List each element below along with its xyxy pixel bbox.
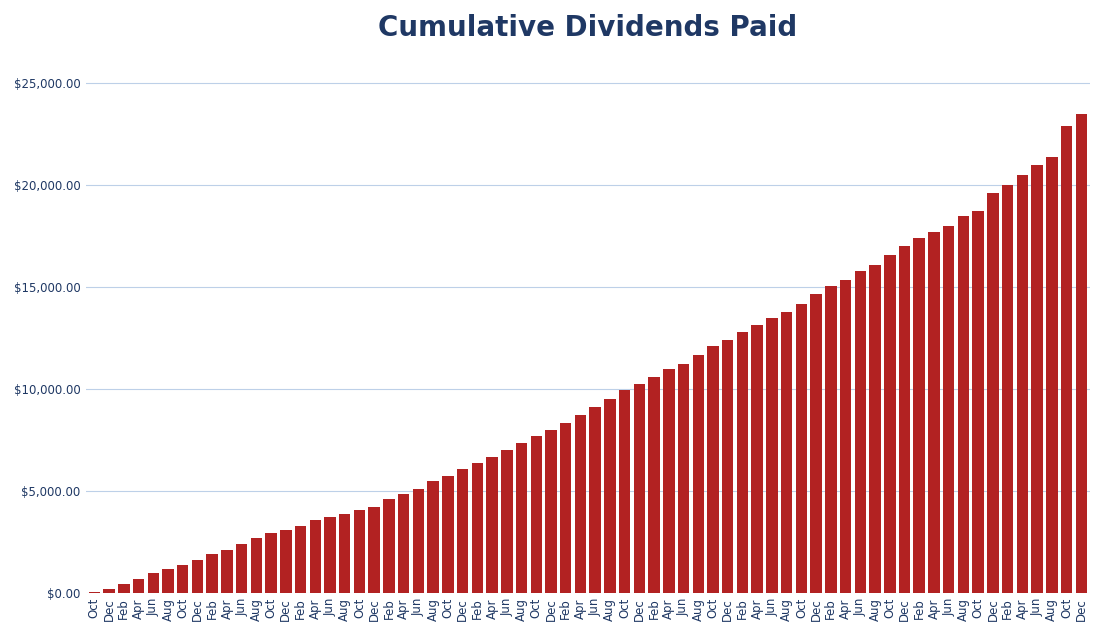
Bar bbox=[501, 450, 512, 593]
Bar bbox=[545, 430, 556, 593]
Bar bbox=[1061, 126, 1072, 593]
Bar bbox=[339, 514, 350, 593]
Bar bbox=[1001, 185, 1013, 593]
Bar bbox=[1017, 175, 1028, 593]
Bar bbox=[575, 415, 586, 593]
Bar bbox=[752, 325, 763, 593]
Bar bbox=[648, 377, 660, 593]
Bar bbox=[766, 318, 777, 593]
Bar bbox=[869, 265, 881, 593]
Bar bbox=[634, 384, 645, 593]
Bar bbox=[280, 530, 291, 593]
Bar bbox=[471, 463, 484, 593]
Bar bbox=[664, 369, 675, 593]
Bar bbox=[353, 510, 365, 593]
Bar bbox=[397, 494, 410, 593]
Bar bbox=[854, 271, 866, 593]
Bar bbox=[162, 569, 173, 593]
Bar bbox=[1047, 157, 1058, 593]
Bar bbox=[796, 304, 807, 593]
Bar bbox=[236, 544, 247, 593]
Bar bbox=[590, 406, 601, 593]
Bar bbox=[295, 526, 306, 593]
Bar bbox=[560, 423, 572, 593]
Bar bbox=[913, 238, 925, 593]
Bar bbox=[1031, 164, 1043, 593]
Bar bbox=[442, 476, 454, 593]
Bar bbox=[722, 340, 733, 593]
Bar bbox=[604, 399, 616, 593]
Bar bbox=[251, 538, 262, 593]
Bar bbox=[104, 589, 115, 593]
Bar bbox=[221, 551, 233, 593]
Bar bbox=[928, 232, 940, 593]
Bar bbox=[118, 584, 129, 593]
Bar bbox=[987, 193, 999, 593]
Bar bbox=[309, 520, 321, 593]
Bar bbox=[148, 573, 159, 593]
Bar bbox=[369, 507, 380, 593]
Bar bbox=[899, 246, 911, 593]
Bar bbox=[692, 354, 704, 593]
Bar bbox=[678, 364, 689, 593]
Bar bbox=[825, 286, 837, 593]
Bar bbox=[1075, 114, 1087, 593]
Bar bbox=[708, 346, 719, 593]
Bar bbox=[457, 469, 468, 593]
Bar bbox=[957, 216, 969, 593]
Bar bbox=[325, 517, 336, 593]
Bar bbox=[192, 559, 203, 593]
Bar bbox=[88, 592, 100, 593]
Bar bbox=[487, 457, 498, 593]
Bar bbox=[531, 436, 542, 593]
Bar bbox=[736, 332, 749, 593]
Bar bbox=[840, 280, 851, 593]
Bar bbox=[413, 489, 424, 593]
Bar bbox=[177, 565, 189, 593]
Bar bbox=[427, 481, 439, 593]
Bar bbox=[810, 295, 821, 593]
Title: Cumulative Dividends Paid: Cumulative Dividends Paid bbox=[379, 14, 797, 42]
Bar bbox=[383, 499, 395, 593]
Bar bbox=[884, 255, 895, 593]
Bar bbox=[781, 312, 793, 593]
Bar bbox=[206, 554, 217, 593]
Bar bbox=[516, 443, 528, 593]
Bar bbox=[265, 533, 277, 593]
Bar bbox=[943, 226, 955, 593]
Bar bbox=[132, 579, 145, 593]
Bar bbox=[619, 391, 630, 593]
Bar bbox=[973, 211, 984, 593]
